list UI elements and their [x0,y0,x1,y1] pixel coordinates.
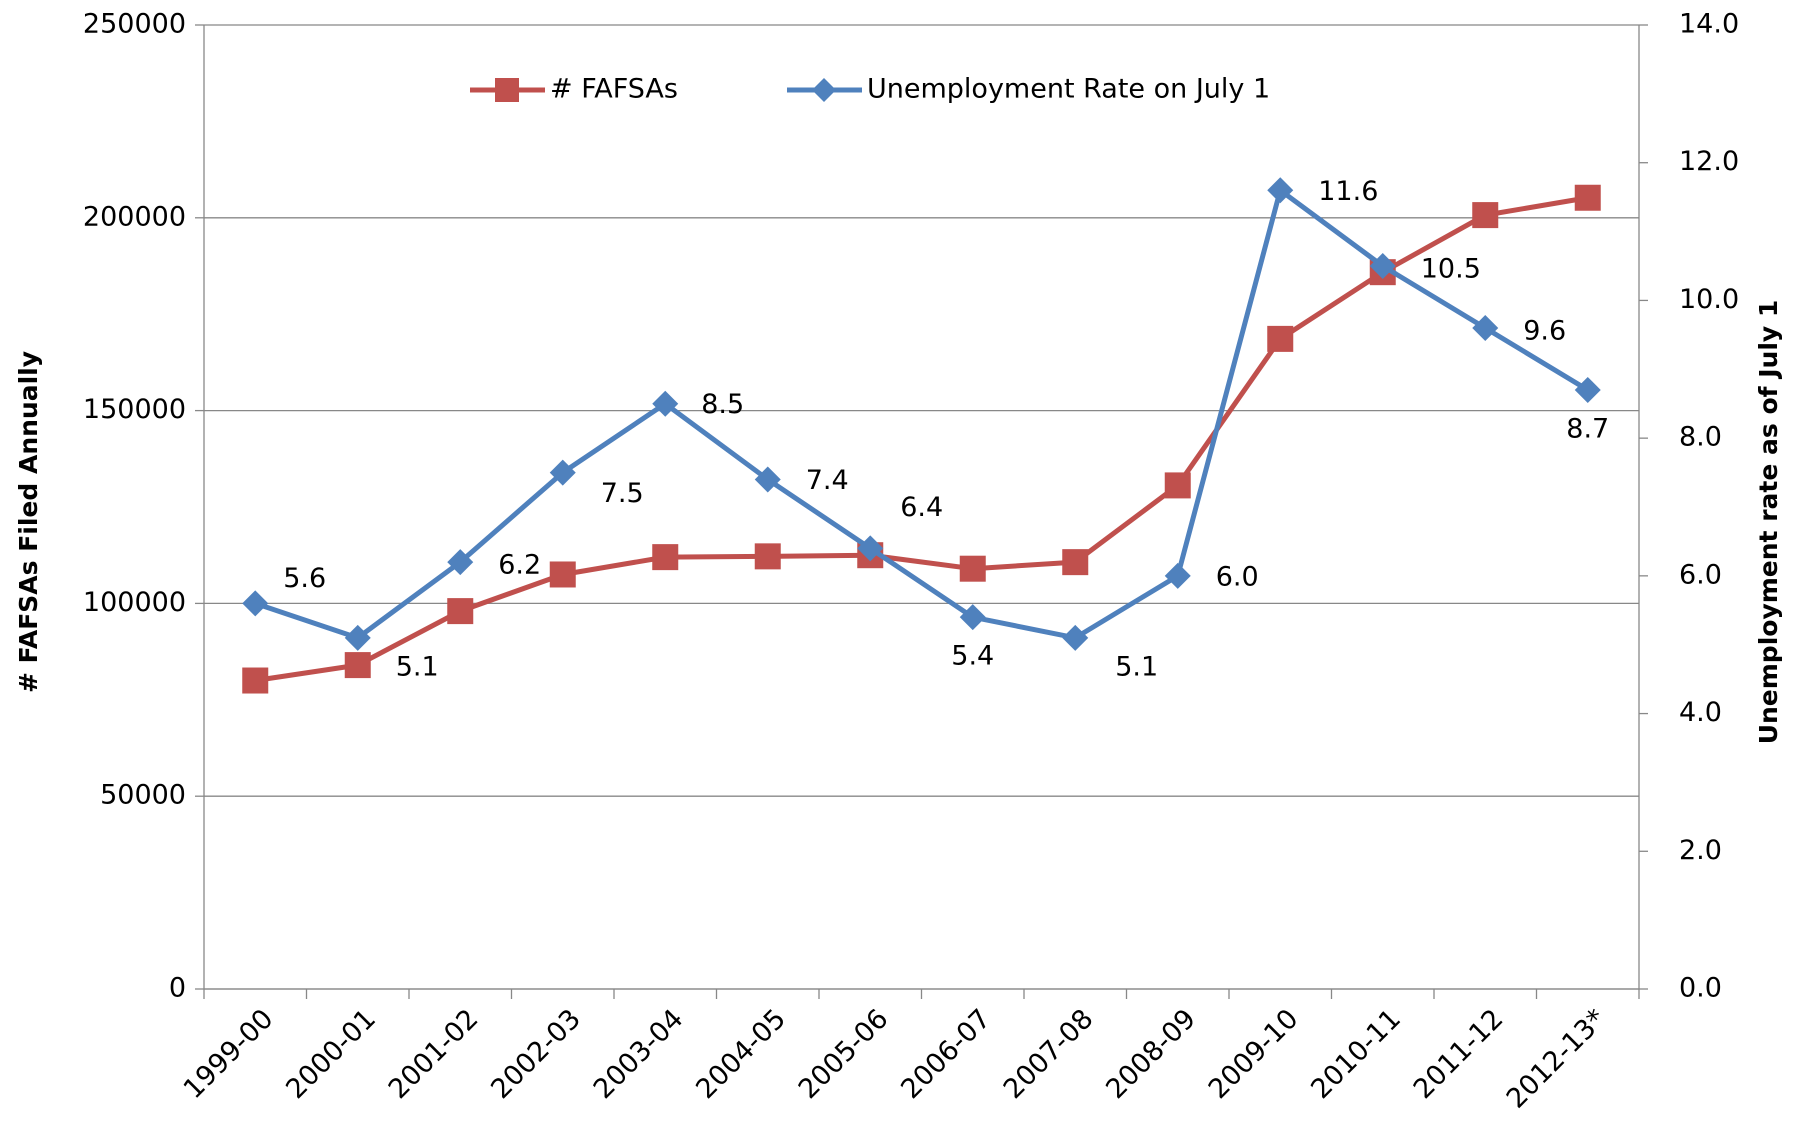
data-label: 5.6 [283,563,326,594]
data-label: 5.1 [1115,651,1158,682]
marker [344,652,371,679]
data-label: 9.6 [1523,315,1566,346]
legend-label: # FAFSAs [550,74,678,105]
marker [959,555,986,582]
x-tick-label: 2004-05 [690,1003,792,1105]
x-tick-label: 1999-00 [178,1003,280,1105]
marker [857,535,884,562]
marker [1062,549,1089,576]
marker [1267,325,1294,352]
x-tick-label: 2011-12 [1408,1003,1510,1105]
y-axis-title: # FAFSAs Filed Annually [14,351,43,693]
legend-marker [812,78,836,102]
y-tick-label: 200000 [83,201,186,232]
x-tick-label: 2008-09 [1100,1003,1202,1105]
marker [447,549,474,576]
y2-tick-label: 0.0 [1679,973,1722,1004]
marker [1472,314,1499,341]
data-label: 5.4 [951,641,994,672]
marker [754,543,781,570]
x-tick-label: 2012-13* [1501,1003,1612,1114]
x-tick-label: 2010-11 [1305,1003,1407,1105]
marker [652,390,679,417]
data-label: 8.5 [701,389,744,420]
x-tick-label: 2000-01 [280,1003,382,1105]
x-tick-label: 2001-02 [383,1003,485,1105]
y2-tick-label: 6.0 [1679,559,1722,590]
marker [549,561,576,588]
marker [1472,202,1499,229]
y-tick-label: 250000 [83,9,186,40]
marker [1062,624,1089,651]
legend-marker [495,78,519,102]
marker [1369,253,1396,279]
y2-tick-label: 12.0 [1679,146,1739,177]
y2-tick-label: 14.0 [1679,9,1739,40]
data-label: 5.1 [396,651,439,682]
x-tick-label: 2007-08 [998,1003,1100,1105]
marker [1574,376,1601,403]
data-label: 7.4 [806,465,849,496]
y2-axis-title: Unemployment rate as of July 1 [1754,300,1783,745]
data-label: 6.4 [900,492,943,523]
marker [1164,472,1191,499]
marker [1164,562,1191,589]
y-tick-label: 50000 [100,780,186,811]
y2-tick-label: 2.0 [1679,835,1722,866]
marker [1267,177,1294,204]
marker [344,624,371,651]
data-label: 7.5 [601,478,644,509]
marker [959,604,986,631]
x-tick-label: 2003-04 [588,1003,690,1105]
x-tick-label: 2005-06 [793,1003,895,1105]
data-label: 8.7 [1566,413,1609,444]
marker [549,459,576,486]
y-tick-label: 150000 [83,394,186,425]
marker [754,466,781,493]
y2-tick-label: 8.0 [1679,422,1722,453]
marker [447,598,474,625]
y-tick-label: 100000 [83,587,186,618]
x-tick-label: 2009-10 [1203,1003,1305,1105]
marker [242,667,269,694]
marker [242,590,269,617]
data-label: 6.2 [498,550,541,581]
x-tick-label: 2002-03 [485,1003,587,1105]
series-line [254,195,1589,683]
data-label: 11.6 [1318,176,1378,207]
x-tick-label: 2006-07 [895,1003,997,1105]
series-line [254,187,1590,641]
y2-tick-label: 4.0 [1679,697,1722,728]
y2-tick-label: 10.0 [1679,284,1739,315]
marker [1574,184,1601,211]
y-tick-label: 0 [169,973,186,1004]
legend-label: Unemployment Rate on July 1 [867,74,1270,105]
marker [652,544,679,571]
data-label: 10.5 [1421,254,1481,285]
data-label: 6.0 [1216,561,1259,592]
